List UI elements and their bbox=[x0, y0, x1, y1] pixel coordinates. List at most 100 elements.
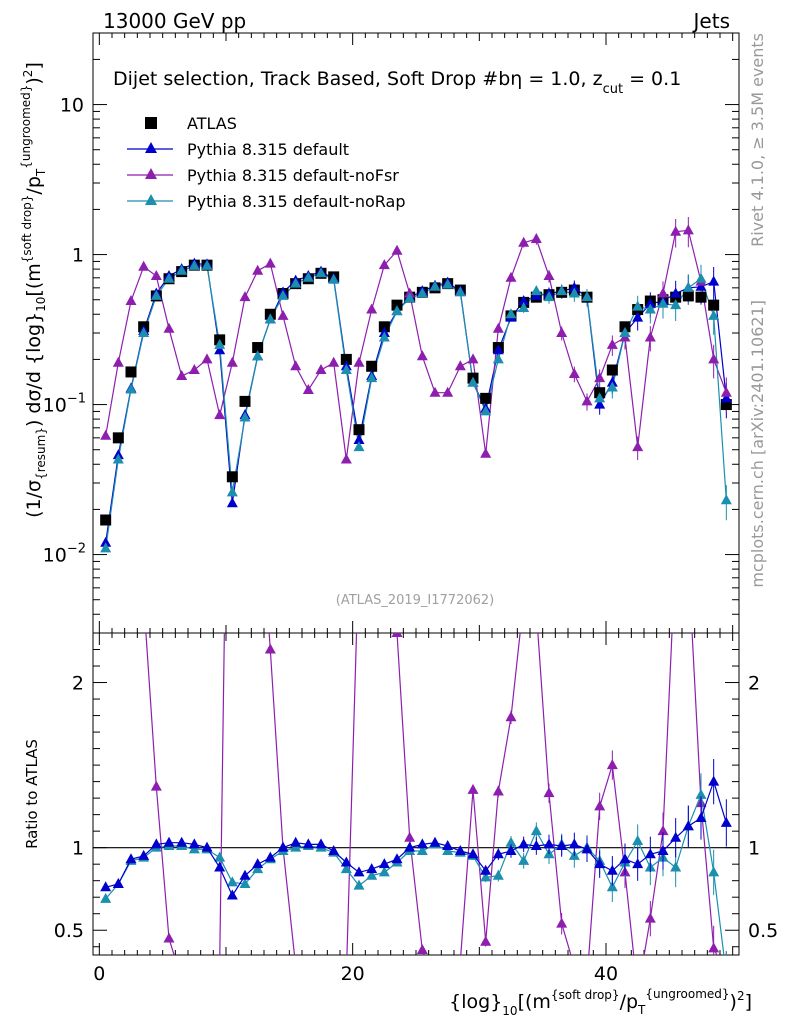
ratio-marker-default bbox=[657, 844, 669, 855]
marker-noFsr bbox=[556, 327, 568, 337]
legend-label-nofsr: Pythia 8.315 default-noFsr bbox=[187, 166, 399, 185]
ratio-marker-default bbox=[568, 838, 580, 849]
ratio-marker-noRap bbox=[353, 879, 365, 890]
marker-noFsr bbox=[682, 224, 694, 235]
ratio-frame bbox=[92, 632, 740, 956]
header-jets: Jets bbox=[692, 9, 730, 33]
marker-default bbox=[695, 280, 707, 291]
marker-default bbox=[226, 497, 238, 508]
ratio-marker-default bbox=[226, 889, 238, 900]
ratio-marker-default bbox=[492, 848, 504, 859]
marker-noRap bbox=[429, 280, 441, 291]
ratio-marker-noRap bbox=[100, 892, 112, 903]
ratio-marker-noFsr bbox=[721, 969, 732, 979]
legend-item-nofsr: Pythia 8.315 default-noFsr bbox=[127, 166, 399, 185]
marker-atlas bbox=[682, 290, 694, 302]
ratio-marker-default bbox=[150, 838, 162, 849]
y-tick-base: 10 bbox=[60, 95, 84, 117]
marker-noRap bbox=[416, 287, 428, 298]
ratio-marker-noFsr bbox=[264, 643, 276, 654]
ratio-marker-default bbox=[467, 848, 479, 859]
marker-noFsr bbox=[201, 353, 213, 364]
ratio-marker-noFsr bbox=[467, 783, 479, 794]
marker-noFsr bbox=[632, 441, 644, 452]
marker-noFsr bbox=[708, 353, 720, 364]
legend-marker-atlas bbox=[145, 117, 157, 129]
marker-atlas bbox=[366, 360, 378, 372]
ratio-marker-noRap bbox=[239, 877, 251, 888]
marker-default bbox=[568, 281, 580, 292]
ratio-marker-default bbox=[518, 838, 530, 849]
ratio-marker-default bbox=[353, 866, 365, 877]
ratio-marker-default bbox=[543, 838, 555, 849]
marker-noFsr bbox=[163, 322, 175, 333]
marker-noRap bbox=[176, 264, 188, 275]
legend-marker-nofsr bbox=[145, 168, 157, 179]
y-tick-base: 10 bbox=[43, 395, 67, 417]
marker-noFsr bbox=[252, 264, 264, 275]
marker-default bbox=[518, 295, 530, 306]
ratio-marker-noRap bbox=[518, 854, 530, 865]
marker-noFsr bbox=[138, 260, 150, 271]
ratio-marker-noRap bbox=[606, 881, 618, 892]
y-tick-label: 10−1 bbox=[43, 392, 86, 417]
ratio-marker-default bbox=[252, 858, 264, 869]
ratio-marker-default bbox=[176, 836, 188, 847]
marker-noRap bbox=[340, 364, 352, 375]
ratio-marker-noFsr bbox=[505, 711, 517, 722]
ratio-marker-default bbox=[644, 848, 656, 859]
ratio-marker-noFsr bbox=[582, 974, 593, 984]
ratio-marker-default bbox=[277, 841, 289, 852]
ratio-marker-noFsr bbox=[683, 554, 694, 564]
marker-noRap bbox=[328, 273, 340, 284]
marker-noFsr bbox=[429, 386, 441, 397]
ratio-marker-default bbox=[302, 838, 314, 849]
ratio-marker-noRap bbox=[416, 844, 428, 855]
marker-noRap bbox=[226, 486, 238, 497]
ratio-marker-noFsr bbox=[202, 967, 213, 977]
marker-noRap bbox=[138, 327, 150, 337]
x-tick-label: 0 bbox=[93, 963, 105, 985]
ratio-marker-default bbox=[188, 838, 200, 849]
marker-noRap bbox=[695, 272, 707, 283]
marker-noFsr bbox=[644, 331, 656, 342]
marker-noRap bbox=[150, 289, 162, 300]
marker-atlas bbox=[708, 299, 720, 311]
ratio-marker-default bbox=[138, 849, 150, 860]
marker-noRap bbox=[568, 287, 580, 298]
marker-atlas bbox=[340, 353, 352, 365]
marker-noRap bbox=[581, 291, 593, 302]
marker-noRap bbox=[404, 292, 416, 303]
ratio-tick-label: 0.5 bbox=[54, 920, 84, 942]
marker-noRap bbox=[619, 327, 631, 337]
y-tick-base: 1 bbox=[72, 245, 84, 267]
marker-noRap bbox=[505, 308, 517, 319]
marker-noFsr bbox=[657, 287, 669, 298]
marker-noRap bbox=[366, 372, 378, 383]
legend-item-norap: Pythia 8.315 default-noRap bbox=[127, 192, 405, 211]
legend-marker-norap bbox=[145, 194, 157, 205]
ratio-marker-noRap bbox=[505, 836, 517, 847]
marker-noFsr bbox=[176, 370, 188, 381]
marker-noFsr bbox=[340, 453, 352, 464]
ratio-marker-noFsr bbox=[176, 974, 187, 984]
ratio-marker-noFsr bbox=[126, 511, 137, 521]
ratio-marker-default bbox=[416, 838, 428, 849]
legend-item-default: Pythia 8.315 default bbox=[127, 140, 349, 159]
ratio-marker-default bbox=[100, 881, 112, 892]
ratio-marker-noRap bbox=[480, 871, 492, 882]
marker-noFsr bbox=[480, 447, 492, 458]
ratio-marker-noFsr bbox=[543, 787, 555, 798]
marker-noRap bbox=[100, 542, 112, 553]
ratio-tick-label-right: 0.5 bbox=[748, 920, 778, 942]
ratio-marker-default bbox=[454, 844, 466, 855]
ratio-marker-noFsr bbox=[163, 932, 175, 943]
marker-noRap bbox=[277, 289, 289, 300]
marker-atlas bbox=[353, 424, 365, 436]
marker-noFsr bbox=[150, 269, 162, 280]
ratio-marker-noFsr bbox=[150, 780, 162, 791]
marker-atlas bbox=[112, 432, 124, 444]
ratio-marker-default bbox=[214, 861, 226, 872]
ratio-marker-noRap bbox=[366, 869, 378, 880]
ratio-marker-default bbox=[239, 869, 251, 880]
